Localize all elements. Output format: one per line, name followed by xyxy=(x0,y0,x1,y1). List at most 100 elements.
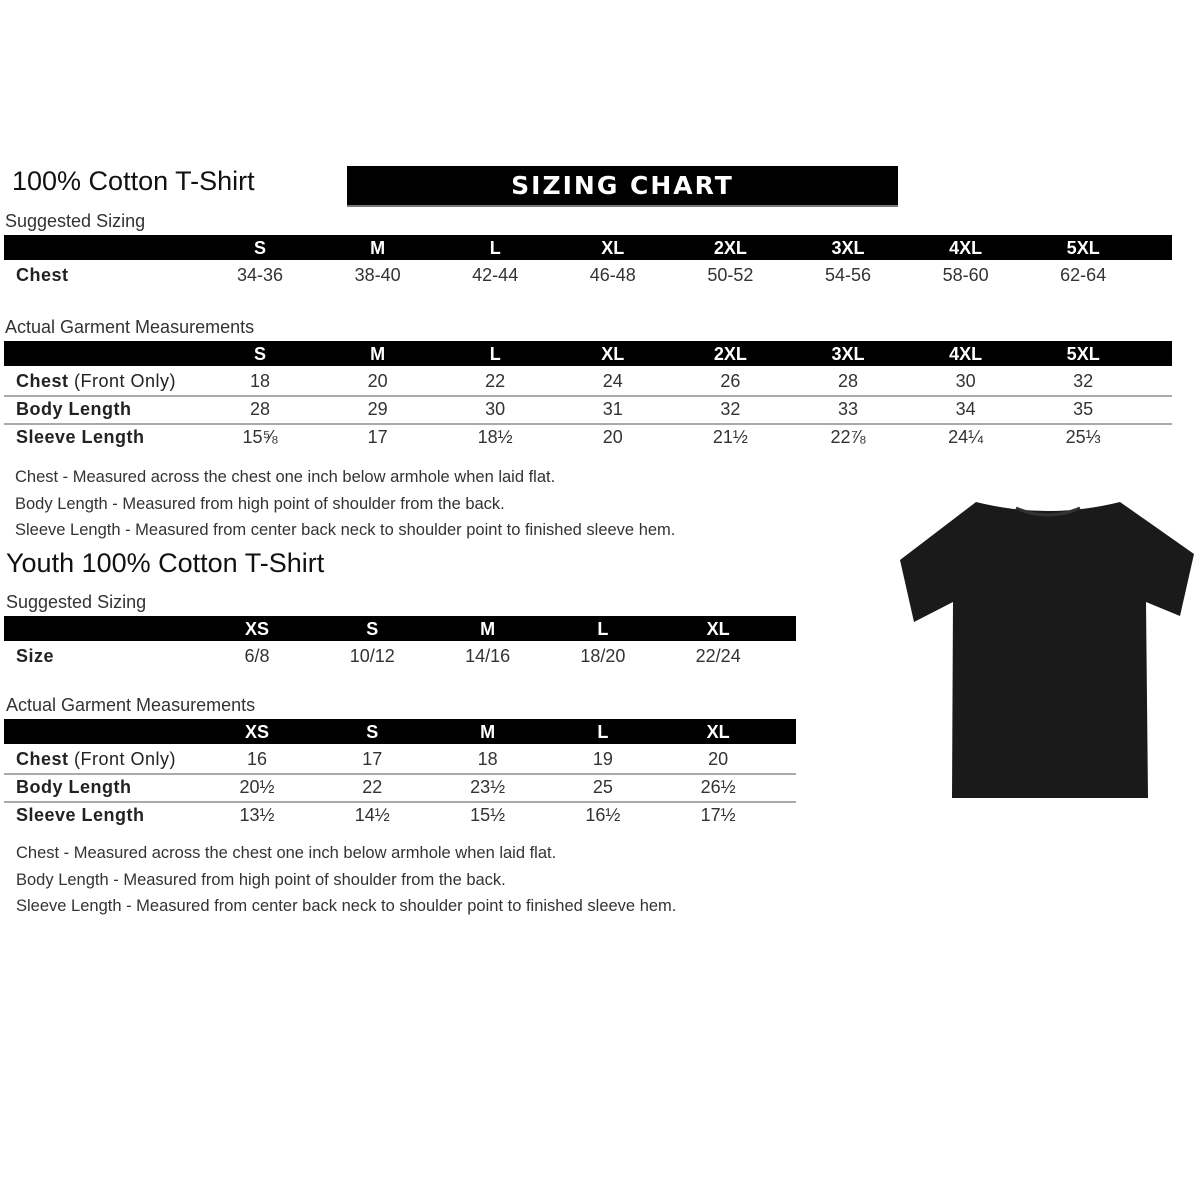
table-cell: 25⅓ xyxy=(1065,427,1101,447)
youth-title: Youth 100% Cotton T-Shirt xyxy=(6,548,325,578)
adult-size-header: S M L XL 2XL 3XL 4XL 5XL xyxy=(4,341,1172,366)
table-cell: 35 xyxy=(1073,399,1094,419)
table-cell: 21½ xyxy=(712,427,748,447)
row-label: Chest xyxy=(16,261,69,289)
table-cell: 31 xyxy=(602,399,623,419)
table-cell: 46-48 xyxy=(589,265,636,285)
size-header-2xl: 2XL xyxy=(713,238,747,258)
table-cell: 34-36 xyxy=(236,265,284,285)
table-cell: 14½ xyxy=(354,805,390,825)
size-header-l: L xyxy=(489,238,501,258)
table-cell: 30 xyxy=(955,371,976,391)
size-header-s: S xyxy=(366,722,379,742)
table-cell: 32 xyxy=(720,399,741,419)
table-cell: 18½ xyxy=(477,427,513,447)
row-label: Chest (Front Only) xyxy=(16,745,176,773)
adult-note-sleeve: Sleeve Length - Measured from center bac… xyxy=(15,521,676,539)
row-label: Sleeve Length xyxy=(16,423,145,451)
table-cell: 23½ xyxy=(470,777,506,797)
adult-actual-label: Actual Garment Measurements xyxy=(5,317,255,337)
table-row: Sleeve Length 15⅝ 17 18½ 20 21½ 22⅞ 24¼ 25⅓ xyxy=(4,423,1172,451)
table-cell: 22/24 xyxy=(695,646,741,666)
table-cell: 15½ xyxy=(470,805,506,825)
table-cell: 28 xyxy=(249,399,271,419)
table-cell: 16 xyxy=(246,749,268,769)
row-label-text: Chest xyxy=(16,749,69,769)
table-cell: 32 xyxy=(1073,371,1094,391)
table-cell: 34 xyxy=(955,399,976,419)
size-header-s: S xyxy=(253,344,267,364)
table-cell: 38-40 xyxy=(354,265,401,285)
table-cell: 20 xyxy=(708,749,729,769)
size-header-m: M xyxy=(480,722,496,742)
table-row: Body Length 28 29 30 31 32 33 34 35 xyxy=(4,395,1172,425)
size-header-3xl: 3XL xyxy=(831,238,865,258)
row-label: Body Length xyxy=(16,395,132,423)
table-cell: 14/16 xyxy=(465,646,511,666)
row-label-text: Body Length xyxy=(16,777,132,797)
table-row: Sleeve Length 13½ 14½ 15½ 16½ 17½ xyxy=(4,801,796,829)
size-header-l: L xyxy=(597,619,609,639)
table-cell: 62-64 xyxy=(1060,265,1107,285)
size-header-s: S xyxy=(366,619,379,639)
sizing-chart-banner: SIZING CHART xyxy=(347,166,898,205)
row-label: Body Length xyxy=(16,773,132,801)
table-cell: 17 xyxy=(362,749,383,769)
size-header-m: M xyxy=(480,619,496,639)
size-header-l: L xyxy=(597,722,609,742)
youth-actual-label: Actual Garment Measurements xyxy=(6,695,256,715)
table-cell: 20½ xyxy=(239,777,275,797)
table-row: Chest 34-36 38-40 42-44 46-48 50-52 54-56 58-60… xyxy=(4,261,1172,289)
table-cell: 15⅝ xyxy=(242,427,278,447)
row-label: Size xyxy=(16,642,54,670)
table-cell: 19 xyxy=(592,749,613,769)
size-header-4xl: 4XL xyxy=(949,238,983,258)
table-cell: 18 xyxy=(249,371,271,391)
table-cell: 26½ xyxy=(700,777,736,797)
youth-size-header: XS S M L XL xyxy=(4,719,796,744)
table-cell: 24¼ xyxy=(948,427,984,447)
table-row: Size 6/8 10/12 14/16 18/20 22/24 xyxy=(4,642,796,670)
table-row: Chest (Front Only) 18 20 22 24 26 28 30 32 xyxy=(4,367,1172,397)
row-label-text: Chest xyxy=(16,265,69,285)
size-header-xl: XL xyxy=(706,722,730,742)
table-cell: 29 xyxy=(367,399,388,419)
youth-size-header: XS S M L XL xyxy=(4,616,796,641)
size-header-m: M xyxy=(370,344,386,364)
table-cell: 33 xyxy=(837,399,859,419)
table-cell: 20 xyxy=(367,371,388,391)
table-cell: 42-44 xyxy=(472,265,519,285)
youth-note-chest: Chest - Measured across the chest one in… xyxy=(16,844,557,862)
table-cell: 22 xyxy=(362,777,383,797)
table-cell: 13½ xyxy=(239,805,275,825)
row-label-text: Sleeve Length xyxy=(16,805,145,825)
table-cell: 6/8 xyxy=(244,646,270,666)
size-header-4xl: 4XL xyxy=(949,344,983,364)
row-label: Sleeve Length xyxy=(16,801,145,829)
row-label-text: Size xyxy=(16,646,55,666)
size-header-xl: XL xyxy=(706,619,730,639)
row-label-text: Sleeve Length xyxy=(16,427,145,447)
size-header-5xl: 5XL xyxy=(1066,344,1100,364)
table-cell: 17 xyxy=(367,427,388,447)
row-label-text: Chest xyxy=(16,371,69,391)
size-header-xl: XL xyxy=(601,344,625,364)
table-cell: 54-56 xyxy=(824,265,872,285)
adult-size-header: S M L XL 2XL 3XL 4XL 5XL xyxy=(4,235,1172,260)
size-header-xs: XS xyxy=(244,722,270,742)
size-header-m: M xyxy=(370,238,386,258)
size-header-2xl: 2XL xyxy=(713,344,747,364)
table-cell: 58-60 xyxy=(942,265,989,285)
adult-title: 100% Cotton T-Shirt xyxy=(12,166,255,196)
size-header-s: S xyxy=(253,238,267,258)
table-row: Body Length 20½ 22 23½ 25 26½ xyxy=(4,773,796,803)
table-cell: 18/20 xyxy=(580,646,626,666)
table-cell: 28 xyxy=(837,371,859,391)
table-cell: 16½ xyxy=(585,805,621,825)
youth-note-body: Body Length - Measured from high point o… xyxy=(16,871,506,889)
adult-note-body: Body Length - Measured from high point o… xyxy=(15,495,505,513)
row-label: Chest (Front Only) xyxy=(16,367,176,395)
youth-note-sleeve: Sleeve Length - Measured from center bac… xyxy=(16,897,677,915)
table-cell: 30 xyxy=(485,399,506,419)
